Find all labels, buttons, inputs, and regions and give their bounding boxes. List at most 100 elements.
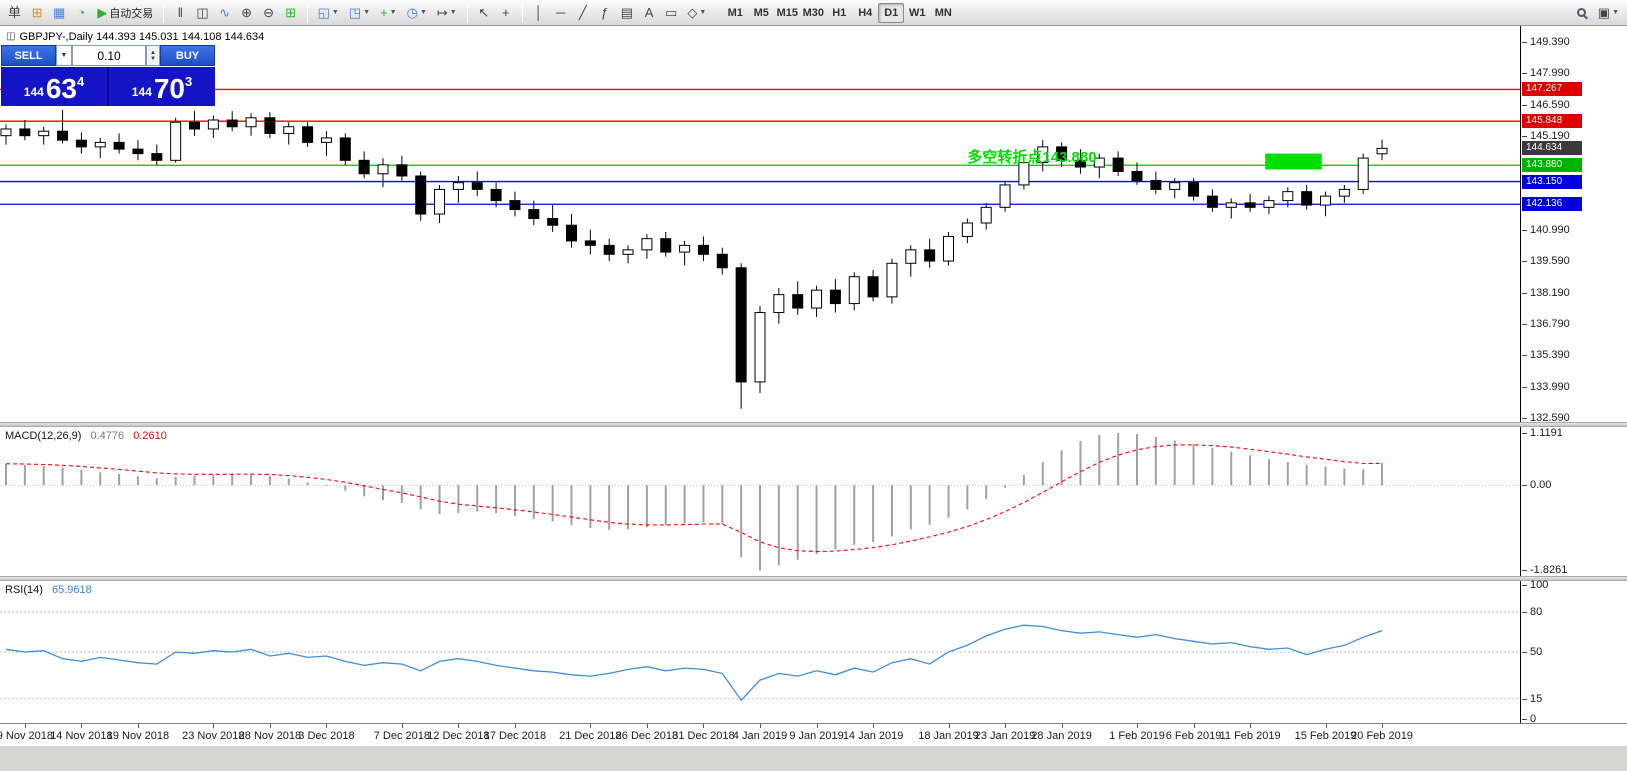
shift-icon: ↦ [436,5,448,20]
new-order-icon: ⊞ [31,5,43,20]
time-axis-label: 15 Feb 2019 [1294,730,1357,742]
zoom-out-icon: ⊖ [263,5,275,20]
time-tick [514,724,516,728]
text-tool-icon: A [644,5,654,20]
time-axis-label: 3 Dec 2018 [298,730,355,742]
zoom-in-button[interactable]: ⊕ [237,3,257,23]
label-tool-button[interactable]: ▭ [661,3,681,23]
macd-canvas[interactable] [0,427,1520,576]
turning-point-annotation[interactable]: 多空转折点143.880 [967,149,1097,167]
caret-icon: ▼ [331,9,339,16]
rsi-plot[interactable]: RSI(14) 65.9618 [0,581,1520,723]
price-plot[interactable]: ◫ GBPJPY-,Daily 144.393 145.031 144.108 … [0,26,1520,422]
time-axis-label: 1 Feb 2019 [1109,730,1165,742]
vertical-line-button[interactable]: │ [529,3,549,23]
bar-chart-mode-button[interactable]: ‖ [170,3,190,23]
rsi-tick: 15 [1521,692,1543,705]
profile-window-button[interactable]: ◳ ▼ [345,3,374,23]
new-order-icon-button[interactable]: ⊞ [27,3,47,23]
sell-button[interactable]: SELL [1,45,56,66]
new-window-button[interactable]: ◱ ▼ [314,3,343,23]
text-tool-button[interactable]: A [639,3,659,23]
sell-price-display[interactable]: 144 63 4 [1,67,107,106]
lot-spinner[interactable]: ▲ ▼ [146,45,160,66]
candle-chart-mode-button[interactable]: ◫ [192,3,212,23]
period-button[interactable]: ◷ ▼ [403,3,431,23]
shapes-button[interactable]: ◇ ▼ [683,3,710,23]
timeframe-d1[interactable]: D1 [878,2,905,23]
shapes-icon: ◇ [687,5,698,20]
fibonacci-button[interactable]: ƒ [595,3,615,23]
grid-button[interactable]: ▤ [617,3,637,23]
horizontal-line-icon: ─ [556,5,566,20]
buy-price-display[interactable]: 144 70 3 [107,67,215,106]
timeframe-m15[interactable]: M15 [776,6,798,19]
timeframe-m5[interactable]: M5 [753,6,769,19]
price-tick: 140.990 [1522,223,1570,236]
rsi-axis[interactable]: 100 80 50 15 0 [1520,579,1627,725]
caret-icon: ▼ [699,9,707,16]
time-tick [326,724,328,728]
time-tick [1325,724,1327,728]
zoom-out-button[interactable]: ⊖ [259,3,279,23]
time-tick [24,724,26,728]
timeframe-m30[interactable]: M30 [802,6,824,19]
cursor-button[interactable]: ↖ [474,3,494,23]
lot-dropdown-button[interactable]: ▼ [56,45,72,66]
pane-separator[interactable] [0,422,1627,427]
price-chart-canvas[interactable] [0,26,1520,422]
trendline-button[interactable]: ╱ [573,3,593,23]
autotrade-button[interactable]: ▶ 自动交易 [93,3,157,23]
refresh-button[interactable]: ◔ [71,3,91,23]
macd-tick: 1.1191 [1522,427,1563,440]
horizontal-line-button[interactable]: ─ [551,3,571,23]
spin-up-icon[interactable]: ▲ [150,49,156,56]
tile-windows-icon: ⊞ [285,5,297,20]
rsi-canvas[interactable] [0,581,1520,723]
time-tick [760,724,761,728]
buy-price-sup: 3 [184,74,193,89]
caret-icon: ▼ [1612,9,1619,16]
timeframe-h1[interactable]: H1 [832,6,847,19]
price-axis[interactable]: 149.390 147.990 146.590 145.190 140.990 139.5… [1520,26,1627,424]
spin-down-icon[interactable]: ▼ [150,55,156,62]
price-tag-145.848: 145.848 [1522,114,1582,129]
line-chart-mode-button[interactable]: ∿ [215,3,235,23]
search-button[interactable] [1572,3,1592,23]
lot-size-input[interactable]: 0.10 [72,45,146,66]
tile-windows-button[interactable]: ⊞ [281,3,301,23]
charts-button[interactable]: ▦ [49,3,69,23]
symbol-bar: ◫ GBPJPY-,Daily 144.393 145.031 144.108 … [6,30,264,43]
indicators-button[interactable]: + ▼ [376,3,401,23]
macd-plot[interactable]: MACD(12,26,9) 0.4776 0.2610 [0,427,1520,576]
timeframe-mn[interactable]: MN [934,6,952,19]
price-tag-147.267: 147.267 [1522,82,1582,97]
crosshair-button[interactable]: + [496,3,516,23]
caret-icon: ▼ [419,9,427,16]
timeframe-h4[interactable]: H4 [858,6,873,19]
time-axis-label: 4 Jan 2019 [732,730,788,742]
timeframe-w1[interactable]: W1 [909,6,926,19]
price-tag-143.880: 143.880 [1522,158,1582,173]
price-tick: 147.990 [1522,67,1570,80]
time-axis-label: 9 Jan 2019 [789,730,844,742]
panels-icon: ▣ [1597,5,1611,20]
rsi-pane: RSI(14) 65.9618 100 80 50 15 0 [0,579,1627,725]
autotrade-label: 自动交易 [109,7,154,20]
toolbar-separator [306,3,308,22]
chart-shift-button[interactable]: ↦ ▼ [433,3,461,23]
indicator-plus-icon: + [380,5,388,20]
buy-price-main: 70 [153,73,185,104]
macd-axis[interactable]: 1.1191 0.00 -1.8261 [1520,427,1627,576]
pane-separator[interactable] [0,576,1627,581]
panels-button[interactable]: ▣ ▼ [1594,3,1623,23]
charts-icon: ▦ [53,5,66,20]
symbol-ohlc-text: GBPJPY-,Daily 144.393 145.031 144.108 14… [19,30,265,43]
time-tick [1250,724,1252,728]
timeframe-m1[interactable]: M1 [727,6,743,19]
time-axis[interactable]: 9 Nov 2018 14 Nov 2018 19 Nov 2018 23 Nov 2… [0,723,1627,745]
new-order-button[interactable]: 单 [4,3,25,23]
buy-button[interactable]: BUY [160,45,215,66]
time-axis-label: 21 Dec 2018 [559,730,622,742]
price-tick: 149.390 [1522,35,1570,48]
